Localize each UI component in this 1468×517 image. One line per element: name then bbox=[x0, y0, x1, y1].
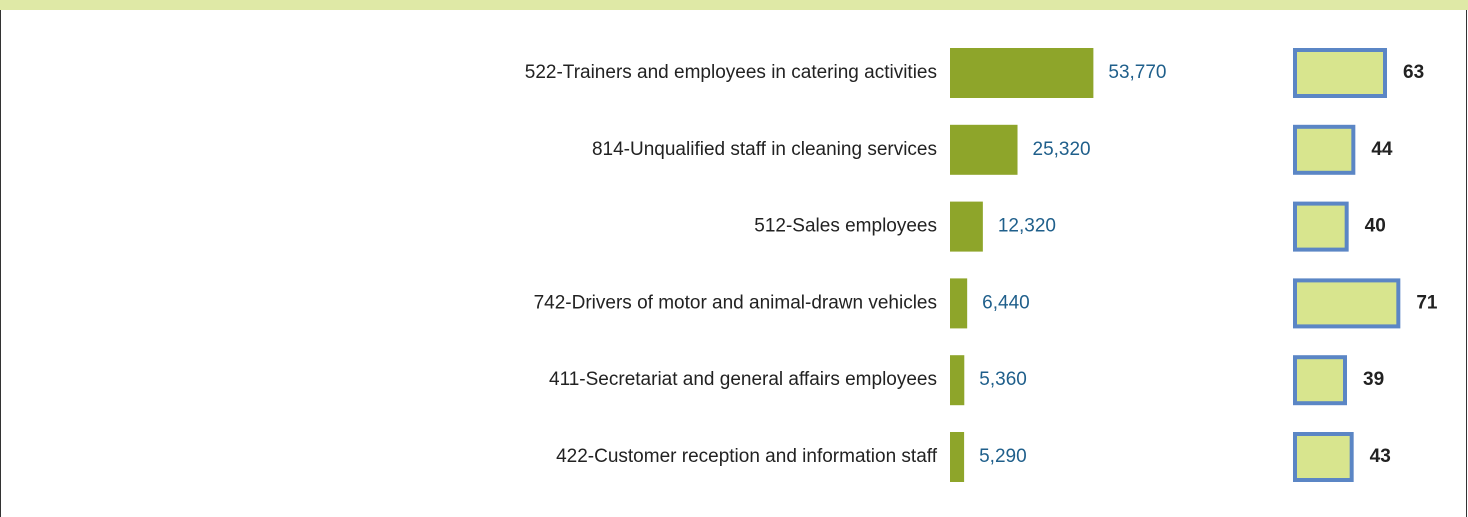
value-label: 25,320 bbox=[1033, 139, 1091, 160]
value-label: 5,290 bbox=[979, 446, 1027, 467]
category-label: 522-Trainers and employees in catering a… bbox=[525, 62, 937, 83]
bar bbox=[1293, 355, 1347, 406]
bar bbox=[950, 124, 1018, 175]
bar bbox=[1293, 48, 1387, 98]
bar bbox=[950, 278, 968, 329]
bar bbox=[1293, 124, 1356, 175]
category-label: 512-Sales employees bbox=[754, 216, 937, 237]
value-label: 43 bbox=[1370, 446, 1391, 467]
value-label: 39 bbox=[1363, 369, 1384, 390]
value-label: 63 bbox=[1403, 62, 1424, 83]
bar bbox=[1293, 432, 1354, 482]
bar bbox=[950, 48, 1094, 98]
category-label: 411-Secretariat and general affairs empl… bbox=[549, 369, 937, 390]
top-band bbox=[0, 0, 1468, 10]
value-label: 5,360 bbox=[979, 369, 1027, 390]
bar bbox=[1293, 278, 1401, 329]
value-label: 12,320 bbox=[998, 216, 1056, 237]
bar bbox=[1293, 201, 1349, 252]
bar bbox=[950, 432, 965, 482]
category-label: 742-Drivers of motor and animal-drawn ve… bbox=[534, 292, 937, 313]
value-label: 53,770 bbox=[1108, 62, 1166, 83]
value-label: 6,440 bbox=[982, 292, 1030, 313]
bar bbox=[950, 201, 983, 252]
value-label: 40 bbox=[1365, 216, 1386, 237]
value-label: 71 bbox=[1416, 292, 1438, 313]
category-label: 422-Customer reception and information s… bbox=[556, 446, 938, 467]
value-label: 44 bbox=[1371, 139, 1393, 160]
bar bbox=[950, 355, 965, 406]
category-label: 814-Unqualified staff in cleaning servic… bbox=[592, 139, 937, 160]
